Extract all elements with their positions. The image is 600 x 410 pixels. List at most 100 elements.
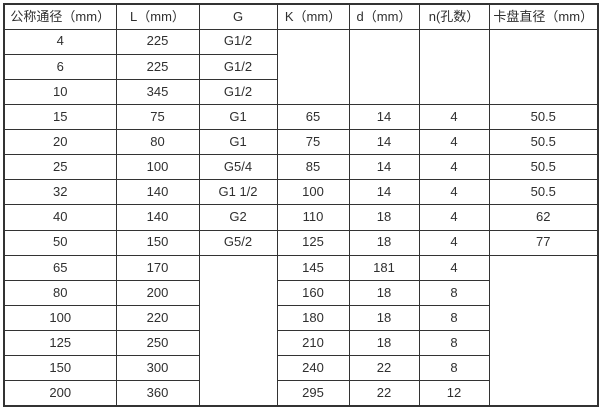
table-row: 65 170 145 181 4 [3, 254, 599, 407]
table-cell: 50.5 [488, 128, 599, 156]
table-cell: 18 [348, 329, 420, 357]
table-cell: 295 [276, 380, 350, 407]
table-cell: 200 [115, 279, 200, 306]
table-cell: 110 [276, 204, 350, 231]
table-cell [276, 28, 350, 105]
table-cell: 4 [418, 179, 490, 206]
table-row: 25 100 G5/4 85 14 4 50.5 [3, 154, 599, 181]
table-cell: 125 [276, 229, 350, 256]
table-row: 4 225 G1/2 [3, 28, 599, 105]
table-cell: G1 1/2 [198, 179, 278, 206]
table-cell: G5/4 [198, 154, 278, 181]
table-cell: 50.5 [488, 154, 599, 181]
table-cell: 22 [348, 355, 420, 382]
table-cell: G1/2 [198, 28, 278, 55]
column-header-3: K（mm） [276, 3, 350, 30]
table-cell: 18 [348, 279, 420, 306]
table-cell: 4 [418, 204, 490, 231]
table-cell: G2 [198, 204, 278, 231]
table-cell: 180 [276, 304, 350, 332]
table-cell: 8 [418, 279, 490, 306]
table-cell: G1/2 [198, 53, 278, 80]
table-cell: 50 [3, 229, 117, 256]
table-cell: 14 [348, 128, 420, 156]
table-row: 6 225 G1/2 [3, 53, 598, 80]
table-cell: 170 [115, 254, 200, 281]
table-cell [198, 254, 278, 407]
header-row: 公称通径（mm） L（mm） G K（mm） d（mm） n(孔数） 卡盘直径（mm） [3, 3, 599, 30]
table-cell: 25 [3, 154, 117, 181]
table-cell: 14 [348, 179, 420, 206]
table-cell: 210 [276, 329, 350, 357]
table-cell: 200 [3, 380, 117, 407]
table-cell: 18 [348, 204, 420, 231]
table-cell: 150 [115, 229, 200, 256]
table-cell: 4 [418, 229, 490, 256]
table-cell [488, 28, 599, 105]
table-cell: 14 [348, 154, 420, 181]
table-cell: 18 [348, 304, 420, 332]
table-row: 150 300 240 22 8 [3, 355, 598, 382]
table-cell [418, 28, 490, 105]
table-cell: 14 [348, 103, 420, 131]
table-cell: 75 [115, 103, 200, 131]
table-cell: 125 [3, 329, 117, 357]
table-cell: G1 [198, 128, 278, 156]
table-cell: 50.5 [488, 179, 599, 206]
table-cell: 8 [418, 304, 490, 332]
table-cell: 100 [276, 179, 350, 206]
table-cell: 22 [348, 380, 420, 407]
table-cell [488, 254, 599, 407]
table-cell: 250 [115, 329, 200, 357]
table-row: 80 200 160 18 8 [3, 279, 598, 306]
table-cell: 300 [115, 355, 200, 382]
table-body: 4 225 G1/2 6 225 G1/2 10 345 G1/2 15 75 G1 65 14 4 50.5… [3, 28, 599, 407]
column-header-6: 卡盘直径（mm） [488, 3, 599, 30]
table-cell: 8 [418, 355, 490, 382]
table-cell: 140 [115, 204, 200, 231]
table-cell: 145 [276, 254, 350, 281]
table-row: 15 75 G1 65 14 4 50.5 [3, 103, 599, 131]
table-cell: 4 [418, 154, 490, 181]
table-cell: 4 [418, 103, 490, 131]
table-cell: 40 [3, 204, 117, 231]
table-row: 40 140 G2 110 18 4 62 [3, 204, 599, 231]
table-cell: 225 [115, 53, 200, 80]
table-cell: 240 [276, 355, 350, 382]
table-cell: 220 [115, 304, 200, 332]
table-cell: 80 [115, 128, 200, 156]
column-header-1: L（mm） [115, 3, 200, 30]
table-row: 32 140 G1 1/2 100 14 4 50.5 [3, 179, 599, 206]
table-cell: G1/2 [198, 78, 278, 105]
table-cell: 20 [3, 128, 117, 156]
table-cell: 140 [115, 179, 200, 206]
table-row: 200 360 295 22 12 [3, 380, 598, 407]
table-cell: 150 [3, 355, 117, 382]
table-cell: 12 [418, 380, 490, 407]
table-cell: 10 [3, 78, 117, 105]
table-cell: 4 [3, 28, 117, 55]
table-row: 20 80 G1 75 14 4 50.5 [3, 128, 599, 156]
table-cell [348, 28, 420, 105]
table-cell: 160 [276, 279, 350, 306]
table-cell: 62 [488, 204, 599, 231]
table-row: 50 150 G5/2 125 18 4 77 [3, 229, 599, 256]
table-cell: 225 [115, 28, 200, 55]
table-cell: 75 [276, 128, 350, 156]
table-cell: 18 [348, 229, 420, 256]
table-cell: 360 [115, 380, 200, 407]
table-cell: 50.5 [488, 103, 599, 131]
table-cell: 181 [348, 254, 420, 281]
table-cell: 65 [276, 103, 350, 131]
table-cell: 4 [418, 128, 490, 156]
column-header-4: d（mm） [348, 3, 420, 30]
table-cell: 80 [3, 279, 117, 306]
table-cell: 77 [488, 229, 599, 256]
table-cell: 65 [3, 254, 117, 281]
table-cell: 4 [418, 254, 490, 281]
table-cell: 15 [3, 103, 117, 131]
table-row: 125 250 210 18 8 [3, 329, 598, 357]
table-cell: 85 [276, 154, 350, 181]
